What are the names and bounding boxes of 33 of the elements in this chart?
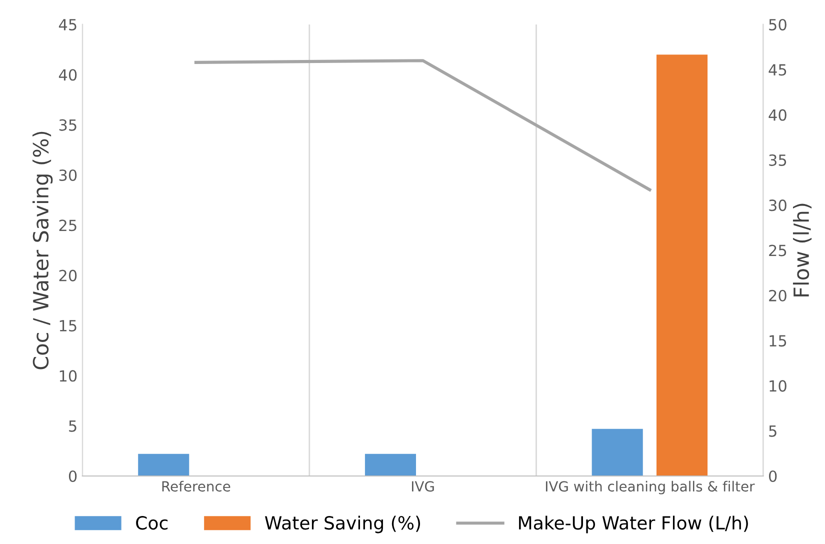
y-tick-label: 5 (69, 420, 76, 432)
y2-tick-label: 10 (770, 380, 786, 392)
y2-tick-label: 30 (769, 200, 786, 212)
y-tick-label: 20 (59, 270, 77, 282)
y2-tick-label: 25 (769, 244, 786, 256)
x-tick-label: IVG with cleaning balls & filter (546, 480, 755, 494)
y2-tick-label: 0 (768, 470, 777, 482)
legend-label: Make-Up Water Flow (L/h) (519, 516, 748, 534)
y2-tick-label: 15 (770, 335, 786, 347)
y-tick-label: 15 (60, 320, 76, 332)
y-tick-label: 35 (59, 119, 76, 131)
y2-tick-label: 45 (768, 64, 786, 76)
x-tick-label: Reference (162, 480, 230, 492)
bar (138, 454, 190, 476)
y-tick-label: 25 (59, 220, 76, 232)
y-axis-title: Coc / Water Saving (%) (32, 132, 53, 370)
bar (592, 428, 643, 476)
x-tick-label: IVG (412, 481, 434, 492)
y2-axis-title: Flow (l/h) (792, 204, 812, 296)
y-tick-label: 10 (60, 370, 77, 382)
y-tick-label: 40 (58, 69, 77, 81)
y2-tick-label: 20 (769, 290, 786, 302)
y-tick-label: 30 (59, 169, 77, 182)
legend-label: Water Saving (%) (264, 516, 420, 534)
bar (364, 454, 416, 476)
bar (656, 54, 708, 476)
y2-tick-label: 35 (769, 154, 786, 166)
y2-tick-label: 50 (769, 18, 786, 30)
y2-tick-label: 5 (769, 426, 776, 437)
y-tick-label: 0 (68, 470, 77, 482)
y-tick-label: 45 (58, 19, 76, 30)
y2-tick-label: 40 (768, 109, 786, 121)
legend-label: Coc (136, 516, 168, 530)
